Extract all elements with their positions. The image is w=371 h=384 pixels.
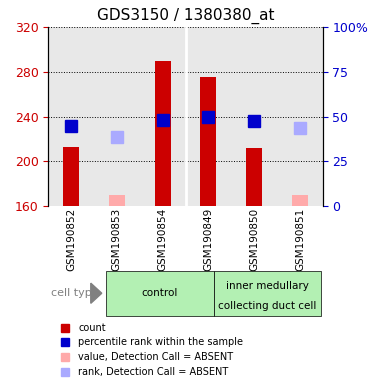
- Text: GSM190850: GSM190850: [249, 208, 259, 271]
- Text: GSM190849: GSM190849: [203, 208, 213, 271]
- Bar: [292, 195, 308, 206]
- Text: GSM190852: GSM190852: [66, 208, 76, 271]
- Text: cell type: cell type: [51, 288, 99, 298]
- Text: value, Detection Call = ABSENT: value, Detection Call = ABSENT: [78, 352, 234, 362]
- Bar: [200, 77, 216, 206]
- Text: count: count: [78, 323, 106, 333]
- Text: GSM190851: GSM190851: [295, 208, 305, 271]
- Text: collecting duct cell: collecting duct cell: [218, 301, 317, 311]
- Polygon shape: [91, 283, 102, 303]
- Bar: [214, 271, 321, 316]
- Bar: [63, 147, 79, 206]
- Text: inner medullary: inner medullary: [226, 281, 309, 291]
- Bar: [246, 148, 262, 206]
- Bar: [106, 271, 214, 316]
- Bar: [109, 195, 125, 206]
- Title: GDS3150 / 1380380_at: GDS3150 / 1380380_at: [97, 8, 274, 24]
- Bar: [155, 61, 171, 206]
- Text: rank, Detection Call = ABSENT: rank, Detection Call = ABSENT: [78, 366, 229, 377]
- Text: GSM190853: GSM190853: [112, 208, 122, 271]
- Text: percentile rank within the sample: percentile rank within the sample: [78, 337, 243, 347]
- Text: GSM190854: GSM190854: [158, 208, 168, 271]
- Text: control: control: [142, 288, 178, 298]
